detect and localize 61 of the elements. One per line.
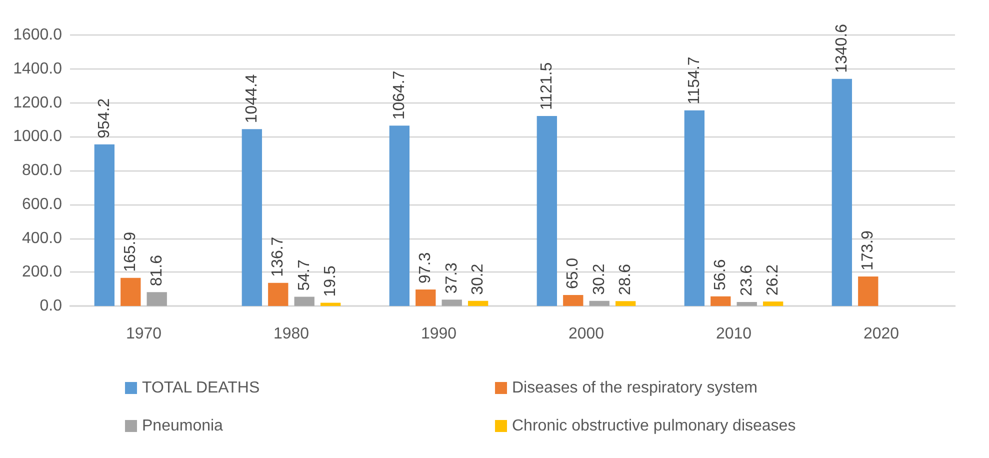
data-label: 30.2 xyxy=(590,264,608,295)
bar xyxy=(684,110,705,306)
bar xyxy=(242,129,262,306)
y-tick-label: 800.0 xyxy=(22,162,62,179)
y-tick-label: 200.0 xyxy=(22,264,62,281)
data-label: 28.6 xyxy=(617,264,634,296)
legend-label: Chronic obstructive pulmonary diseases xyxy=(512,418,796,434)
x-tick-label: 2010 xyxy=(716,326,752,342)
data-label: 97.3 xyxy=(417,252,434,284)
y-tick-label: 600.0 xyxy=(22,196,62,213)
bar xyxy=(710,296,731,306)
data-label: 56.6 xyxy=(712,259,730,290)
bar xyxy=(146,292,167,306)
legend-label: Diseases of the respiratory system xyxy=(512,380,758,396)
y-tick-label: 400.0 xyxy=(22,230,62,247)
bar xyxy=(442,300,462,306)
y-tick-label: 1200.0 xyxy=(13,94,62,112)
legend-label: Pneumonia xyxy=(142,418,224,434)
bar xyxy=(832,78,852,306)
bar xyxy=(320,302,341,306)
data-label: 1154.7 xyxy=(686,56,703,104)
x-tick-label: 2000 xyxy=(568,326,604,342)
bar xyxy=(736,302,757,306)
y-tick-label: 1000.0 xyxy=(13,128,62,146)
y-tick-label: 1600.0 xyxy=(13,26,62,44)
data-label: 65.0 xyxy=(564,258,582,289)
bar xyxy=(389,126,410,306)
x-tick-label: 2020 xyxy=(863,326,900,342)
data-label: 23.6 xyxy=(738,264,756,296)
y-tick-label: 0.0 xyxy=(40,298,62,314)
data-label: 26.2 xyxy=(764,264,782,296)
data-label: 37.3 xyxy=(443,262,460,294)
bar xyxy=(762,302,784,306)
data-label: 19.5 xyxy=(322,265,340,297)
bar xyxy=(120,278,141,306)
data-label: 30.2 xyxy=(470,264,487,295)
bar xyxy=(858,276,878,306)
data-label: 54.7 xyxy=(296,259,313,291)
data-label: 173.9 xyxy=(860,230,877,271)
data-label: 165.9 xyxy=(122,232,140,272)
bar xyxy=(94,144,115,306)
bar xyxy=(468,300,488,306)
data-label: 81.6 xyxy=(148,254,166,286)
bar xyxy=(294,296,314,306)
data-label: 1340.6 xyxy=(833,24,850,73)
data-label: 136.7 xyxy=(270,236,287,277)
x-tick-label: 1980 xyxy=(273,326,310,342)
data-label: 1044.4 xyxy=(243,74,260,124)
legend-label: TOTAL DEATHS xyxy=(142,380,260,396)
bar xyxy=(536,116,558,306)
bar xyxy=(416,290,436,306)
bar xyxy=(615,301,636,306)
data-label: 954.2 xyxy=(96,98,113,138)
bar xyxy=(589,300,610,306)
bar xyxy=(268,282,288,306)
x-tick-label: 1990 xyxy=(420,326,457,342)
bar xyxy=(563,294,584,306)
data-label: 1064.7 xyxy=(390,70,408,120)
y-tick-label: 1400.0 xyxy=(13,60,62,78)
x-tick-label: 1970 xyxy=(126,326,162,342)
data-label: 1121.5 xyxy=(538,62,556,110)
